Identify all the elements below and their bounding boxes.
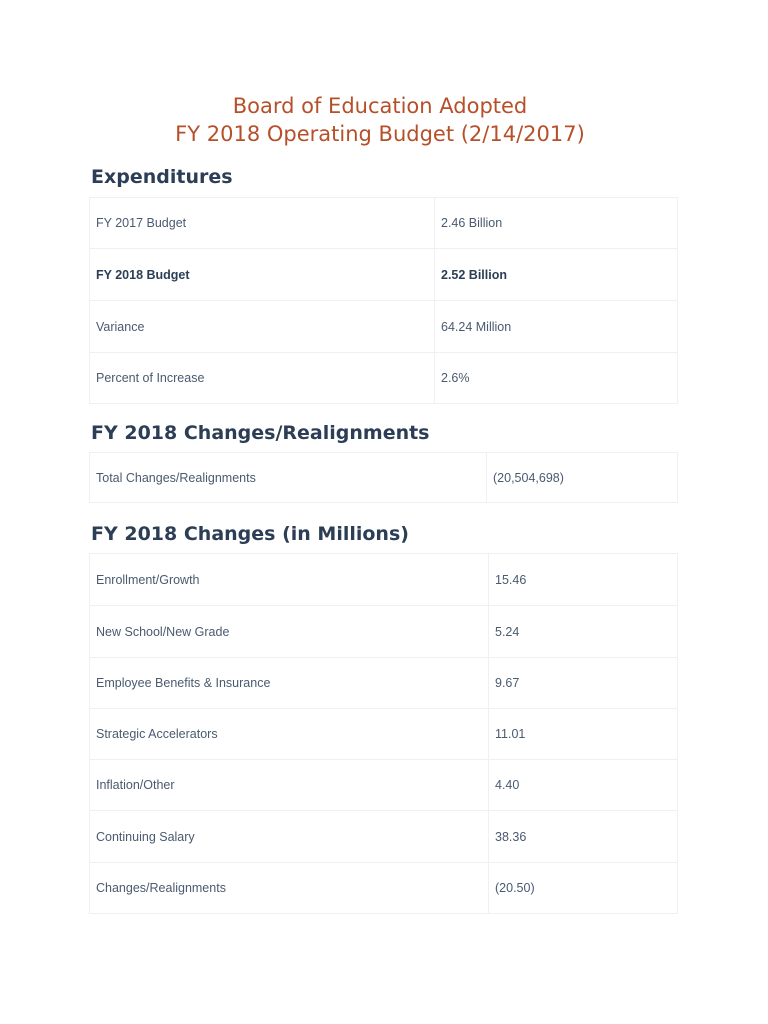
table-row: FY 2017 Budget 2.46 Billion (89, 197, 678, 249)
table-cell: FY 2017 Budget (89, 197, 435, 249)
table-cell: 15.46 (488, 553, 678, 606)
data-table: Total Changes/Realignments (20,504,698) (89, 452, 678, 503)
table-cell: 5.24 (488, 605, 678, 658)
table-cell: 2.46 Billion (434, 197, 678, 249)
table-row: Enrollment/Growth 15.46 (89, 553, 678, 606)
section-heading: Expenditures (91, 166, 233, 188)
table-cell: (20.50) (488, 862, 678, 914)
table-row: Inflation/Other 4.40 (89, 759, 678, 811)
table-cell: 2.6% (434, 352, 678, 404)
title: Board of Education Adopted FY 2018 Opera… (0, 92, 760, 148)
table-cell: 11.01 (488, 708, 678, 760)
table-cell: New School/New Grade (89, 605, 489, 658)
table-row: Continuing Salary 38.36 (89, 810, 678, 863)
table-row: Variance 64.24 Million (89, 300, 678, 353)
table-cell: 4.40 (488, 759, 678, 811)
data-table: Enrollment/Growth 15.46 New School/New Gra… (89, 553, 678, 914)
table-cell: Changes/Realignments (89, 862, 489, 914)
table-cell: Continuing Salary (89, 810, 489, 863)
table-row: Percent of Increase 2.6% (89, 352, 678, 404)
table-cell: FY 2018 Budget (89, 248, 435, 301)
table-cell: 38.36 (488, 810, 678, 863)
table-cell: Strategic Accelerators (89, 708, 489, 760)
table-cell: Variance (89, 300, 435, 353)
table-row: FY 2018 Budget 2.52 Billion (89, 248, 678, 301)
table-row: New School/New Grade 5.24 (89, 605, 678, 658)
table-cell: 64.24 Million (434, 300, 678, 353)
section-heading: FY 2018 Changes (in Millions) (91, 523, 409, 545)
title-line: Board of Education Adopted (232, 94, 528, 118)
data-table: FY 2017 Budget 2.46 Billion FY 2018 Budget… (89, 197, 678, 404)
table-row: Strategic Accelerators 11.01 (89, 708, 678, 760)
title-line: FY 2018 Operating Budget (2/14/2017) (175, 122, 585, 146)
table-cell: Employee Benefits & Insurance (89, 657, 489, 709)
table-row: Employee Benefits & Insurance 9.67 (89, 657, 678, 709)
section-heading: FY 2018 Changes/Realignments (91, 422, 430, 444)
table-cell: Inflation/Other (89, 759, 489, 811)
table-cell: (20,504,698) (486, 452, 678, 503)
table-cell: Percent of Increase (89, 352, 435, 404)
table-row: Total Changes/Realignments (20,504,698) (89, 452, 678, 503)
table-row: Changes/Realignments (20.50) (89, 862, 678, 914)
table-cell: Total Changes/Realignments (89, 452, 487, 503)
table-cell: 9.67 (488, 657, 678, 709)
table-cell: Enrollment/Growth (89, 553, 489, 606)
table-cell: 2.52 Billion (434, 248, 678, 301)
